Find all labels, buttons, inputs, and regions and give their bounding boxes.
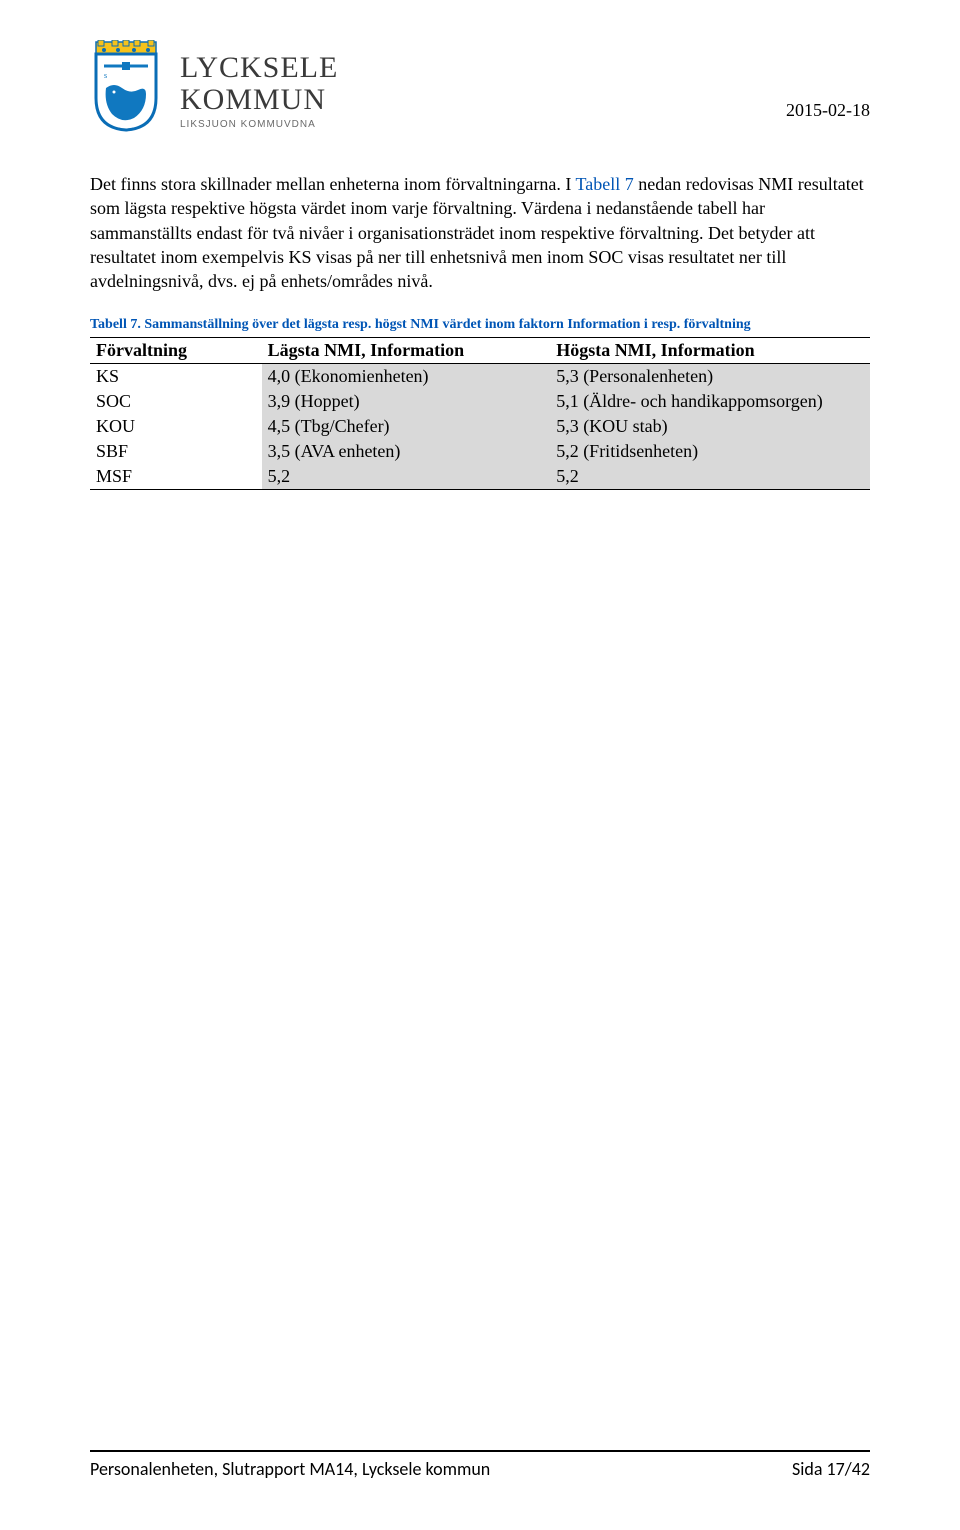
svg-text:s: s	[104, 71, 107, 80]
table-header-row: Förvaltning Lägsta NMI, Information Högs…	[90, 338, 870, 364]
logo-block: s LYCKSELE KOMMUN LIKSJUON KOMMUVDNA	[90, 40, 338, 132]
org-name-line1: LYCKSELE	[180, 52, 338, 84]
footer-left: Personalenheten, Slutrapport MA14, Lycks…	[90, 1458, 490, 1480]
cell-hogsta: 5,2 (Fritidsenheten)	[550, 439, 870, 464]
table-row: KOU 4,5 (Tbg/Chefer) 5,3 (KOU stab)	[90, 414, 870, 439]
page-header: s LYCKSELE KOMMUN LIKSJUON KOMMUVDNA 201…	[90, 40, 870, 132]
cell-hogsta: 5,3 (KOU stab)	[550, 414, 870, 439]
org-name-block: LYCKSELE KOMMUN LIKSJUON KOMMUVDNA	[180, 40, 338, 130]
col-hogsta: Högsta NMI, Information	[550, 338, 870, 364]
page-footer: Personalenheten, Slutrapport MA14, Lycks…	[90, 1450, 870, 1480]
col-forvaltning: Förvaltning	[90, 338, 262, 364]
cell-forvaltning: SBF	[90, 439, 262, 464]
cell-lagsta: 4,5 (Tbg/Chefer)	[262, 414, 551, 439]
org-name-line2: KOMMUN	[180, 84, 338, 116]
org-subtitle: LIKSJUON KOMMUVDNA	[180, 119, 338, 130]
cell-lagsta: 5,2	[262, 464, 551, 490]
footer-page-number: Sida 17/42	[792, 1458, 870, 1480]
table-row: KS 4,0 (Ekonomienheten) 5,3 (Personalenh…	[90, 364, 870, 390]
cell-forvaltning: KOU	[90, 414, 262, 439]
para-text-a: Det finns stora skillnader mellan enhete…	[90, 174, 576, 194]
document-date: 2015-02-18	[786, 40, 870, 121]
cell-lagsta: 3,9 (Hoppet)	[262, 389, 551, 414]
table-reference-link: Tabell 7	[576, 174, 634, 194]
cell-lagsta: 3,5 (AVA enheten)	[262, 439, 551, 464]
cell-hogsta: 5,2	[550, 464, 870, 490]
col-lagsta: Lägsta NMI, Information	[262, 338, 551, 364]
table-row: MSF 5,2 5,2	[90, 464, 870, 490]
table-caption: Tabell 7. Sammanställning över det lägst…	[90, 317, 870, 333]
table-body: KS 4,0 (Ekonomienheten) 5,3 (Personalenh…	[90, 364, 870, 490]
cell-hogsta: 5,3 (Personalenheten)	[550, 364, 870, 390]
cell-hogsta: 5,1 (Äldre- och handikappomsorgen)	[550, 389, 870, 414]
cell-forvaltning: MSF	[90, 464, 262, 490]
cell-forvaltning: KS	[90, 364, 262, 390]
table-row: SOC 3,9 (Hoppet) 5,1 (Äldre- och handika…	[90, 389, 870, 414]
municipal-crest-icon: s	[90, 40, 162, 132]
body-paragraph: Det finns stora skillnader mellan enhete…	[90, 172, 870, 293]
cell-lagsta: 4,0 (Ekonomienheten)	[262, 364, 551, 390]
table-row: SBF 3,5 (AVA enheten) 5,2 (Fritidsenhete…	[90, 439, 870, 464]
footer-rule	[90, 1450, 870, 1452]
cell-forvaltning: SOC	[90, 389, 262, 414]
nmi-table: Förvaltning Lägsta NMI, Information Högs…	[90, 337, 870, 490]
